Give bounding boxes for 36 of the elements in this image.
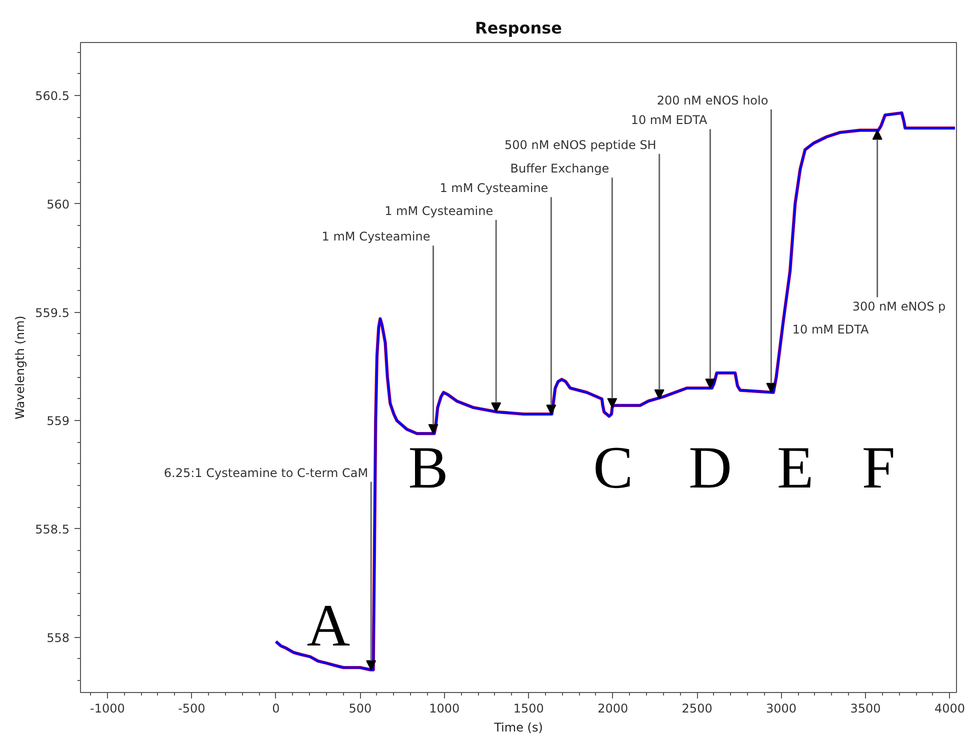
annotation: C [593,434,634,501]
x-tick-label: 2000 [598,702,628,716]
y-tick-label: 559.5 [35,306,70,320]
annotation: 6.25:1 Cysteamine to C-term CaM [164,466,368,480]
annotation: 200 nM eNOS holo [656,93,768,108]
y-tick-label: 559 [46,414,70,428]
annotation: 10 mM EDTA [792,322,870,337]
x-tick-label: 2500 [682,702,712,716]
chart-title: Response [475,18,562,38]
annotation: Buffer Exchange [510,162,610,176]
y-tick-label: 558 [46,630,70,645]
x-axis-title: Time (s) [493,720,543,734]
annotation: 1 mM Cysteamine [322,230,430,244]
y-tick-label: 560 [46,197,70,212]
x-tick-label: -500 [178,702,206,716]
annotation: 500 nM eNOS peptide SH [504,138,656,152]
x-tick-label: 1000 [429,702,460,716]
annotation: A [306,592,350,659]
y-tick-label: 558.5 [35,522,70,536]
x-tick-label: -1000 [90,702,125,716]
x-tick-label: 0 [272,702,280,716]
annotation: 1 mM Cysteamine [440,181,548,196]
x-tick-label: 3500 [850,702,881,716]
annotation: 1 mM Cysteamine [384,204,494,218]
x-tick-label: 500 [348,702,372,716]
x-tick-label: 3000 [766,702,797,716]
x-tick-label: 4000 [934,702,966,716]
annotation: B [408,434,448,501]
annotation: D [688,434,732,501]
y-tick-label: 560.5 [35,89,70,104]
annotation: 300 nM eNOS p [852,299,946,314]
x-tick-label: 1500 [513,702,544,716]
annotation: F [862,434,896,501]
y-axis-title: Wavelength (nm) [13,316,28,420]
annotation: 10 mM EDTA [630,113,708,128]
annotation: E [776,434,814,501]
